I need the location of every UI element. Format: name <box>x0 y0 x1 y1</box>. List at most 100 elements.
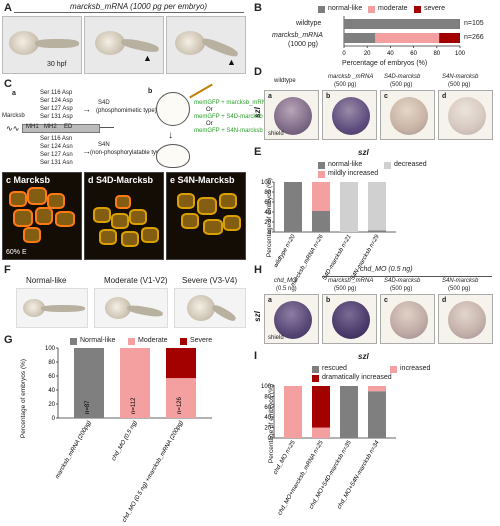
embryo-schematic <box>156 92 190 126</box>
s4d-name: S4D <box>98 100 110 106</box>
panel-c-label: C <box>4 78 12 90</box>
embryo-moderate <box>94 288 168 328</box>
n-label-2: n=266 <box>464 34 484 41</box>
header-h-c-line2: (500 pg) <box>390 286 413 292</box>
fluor-image-marcksb: c Marcksb 60% E <box>2 172 82 260</box>
row-label-dose: (1000 pg) <box>288 41 318 48</box>
embryo-severe <box>174 288 246 328</box>
injection-3: memGFP + S4N-marcksb <box>194 128 263 134</box>
fluor-image-s4n: e S4N-Marcksb <box>166 172 246 260</box>
header-h-a-line2: (0.5 ng) <box>276 286 297 292</box>
bar-G-0-0 <box>74 348 104 418</box>
bar-I-2-0 <box>340 386 358 438</box>
bar-E-3-1 <box>368 182 386 231</box>
arrow-down-icon: ↓ <box>168 130 173 141</box>
sub-label: d <box>442 297 447 304</box>
y-tick-label-I: 60 <box>264 405 271 411</box>
s4n-desc: (non-phosphorylatable type) <box>90 150 165 156</box>
injection-2: memGFP + S4D-marcksb <box>194 114 263 120</box>
s4d-desc: (phosphomimetic type) <box>96 108 157 114</box>
bar-b-1-2 <box>439 33 460 43</box>
legend-swatch-severe <box>180 338 187 345</box>
stage-label: 30 hpf <box>47 61 67 68</box>
y-tick-label-I: 100 <box>261 384 272 390</box>
s4n-mut-4: Ser 131 Asn <box>40 160 73 166</box>
wish-image-d-a: a shield <box>264 90 319 140</box>
legend-swatch-normal <box>318 162 325 169</box>
arrow-right-icon: → <box>82 104 91 114</box>
injection-or-2: Or <box>206 121 213 127</box>
panel-d-label: D <box>254 66 262 78</box>
legend-e-normal: normal-like <box>328 161 363 168</box>
wish-image-d-d: d <box>438 90 493 140</box>
wish-image-h-c: c <box>380 294 435 344</box>
y-axis-label-e: Percentage of embryos (%) <box>266 177 274 258</box>
header-d-d-line1: S4N-marcksb <box>442 74 479 80</box>
n-label-G: n=112 <box>131 397 137 414</box>
wish-image-h-b: b <box>322 294 377 344</box>
legend-normal: normal-like <box>328 5 363 12</box>
f-label-severe: Severe (V3-V4) <box>182 276 238 285</box>
legend-e-increased: mildly increased <box>328 170 379 177</box>
header-h-d-line1: S4N-marcksb <box>442 278 479 284</box>
chart-i-title: szl <box>358 352 369 361</box>
x-axis-label-b: Percentage of embryos (%) <box>342 60 428 67</box>
embryo-image-2: ▲ <box>84 16 164 74</box>
legend-swatch-severe <box>414 6 421 13</box>
y-tick-label-I: 40 <box>264 415 271 421</box>
s4d-mut-3: Ser 127 Asp <box>40 106 73 112</box>
x-tick-label-b: 80 <box>433 51 440 57</box>
gene-label-d: szl <box>252 107 262 118</box>
bar-G-2-2 <box>166 348 196 379</box>
panel-h-label: H <box>254 264 262 276</box>
header-d-c-line1: S4D-marcksb <box>384 74 421 80</box>
stage-label: 60% E <box>6 249 27 256</box>
x-tick-label-E: S4D-marcksb n=21 <box>322 234 353 282</box>
bar-b-1-0 <box>344 33 376 43</box>
s4d-mut-4: Ser 131 Asp <box>40 114 73 120</box>
f-label-normal: Normal-like <box>26 276 67 285</box>
header-d-d-line2: (500 pg) <box>448 82 471 88</box>
header-d-a-line1: wildtype <box>274 78 296 84</box>
s4d-mut-1: Ser 116 Asp <box>40 90 73 96</box>
injection-1: memGFP + marcksb_mRNA <box>194 100 271 106</box>
legend-swatch-increased <box>390 366 397 373</box>
header-d-b-line2: (500 pg) <box>334 82 357 88</box>
row-label-wildtype: wildtype <box>296 20 322 27</box>
bar-I-1-2 <box>312 386 330 428</box>
y-tick-label-E: 80 <box>264 190 271 196</box>
sub-label: b <box>326 93 331 100</box>
y-tick-label-E: 60 <box>264 200 271 206</box>
y-tick-label-I: 20 <box>264 426 271 432</box>
panel-i-label: I <box>254 350 258 362</box>
panel-a-label: A <box>4 2 12 14</box>
shield-label: shield <box>268 335 284 341</box>
protein-bar <box>22 124 100 133</box>
bar-I-3-1 <box>368 386 386 392</box>
sub-label: a <box>268 93 272 100</box>
y-axis-label-g: Percentage of embryos (%) <box>20 358 28 439</box>
bar-E-3-0 <box>368 230 386 232</box>
image-title: e S4N-Marcksb <box>170 175 235 185</box>
arrowhead-icon: ▲ <box>227 57 236 67</box>
header-h-d-line2: (500 pg) <box>448 286 471 292</box>
x-tick-label-b: 0 <box>342 51 346 57</box>
legend-g-normal: Normal-like <box>80 337 116 344</box>
bar-E-1-2 <box>312 182 330 211</box>
connector-line <box>100 127 114 128</box>
y-tick-label-E: 100 <box>261 180 272 186</box>
domain-mh1: MH1 <box>26 124 39 130</box>
x-tick-label-b: 40 <box>387 51 394 57</box>
embryo-image-1: 30 hpf <box>2 16 82 74</box>
sub-label: d <box>442 93 447 100</box>
legend-i-dramatic: dramatically increased <box>322 374 392 381</box>
s4n-name: S4N <box>98 142 110 148</box>
legend-i-rescued: rescued <box>322 365 347 372</box>
y-tick-label-G: 60 <box>48 374 55 380</box>
gene-label-h: szl <box>252 311 262 322</box>
y-tick-label-G: 40 <box>48 388 55 394</box>
row-label-mrna: marcksb_mRNA <box>272 32 323 39</box>
s4n-mut-2: Ser 124 Asn <box>40 144 73 150</box>
image-title: d S4D-Marcksb <box>88 175 154 185</box>
sub-label: c <box>384 93 388 100</box>
